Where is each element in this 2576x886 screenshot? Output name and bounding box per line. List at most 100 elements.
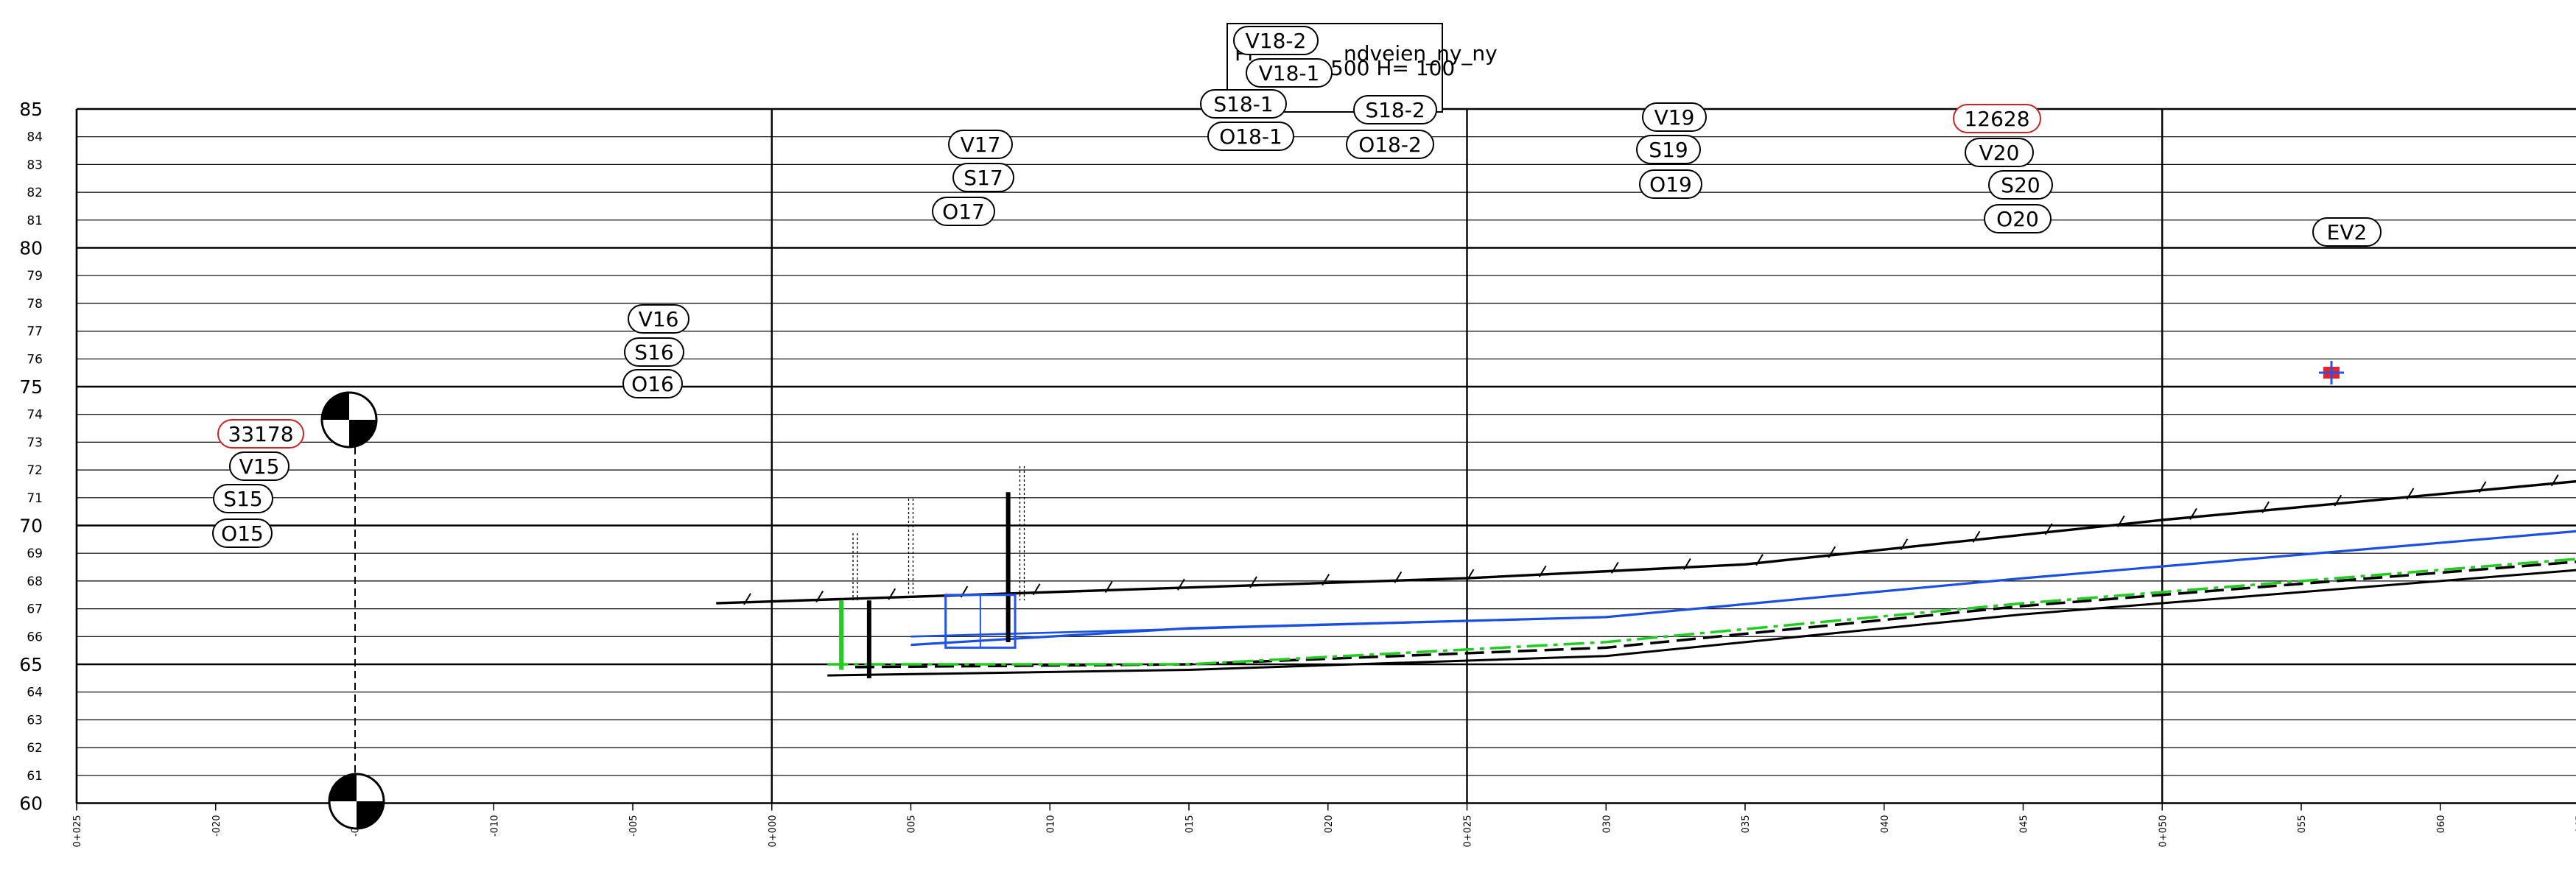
terrain-hatch-mark [2044, 523, 2053, 535]
elevation-label: 61 [27, 769, 43, 784]
terrain-hatch-mark [1394, 571, 1403, 583]
elevation-label: 80 [19, 238, 43, 259]
terrain-hatching [743, 474, 2559, 605]
elevation-label: 71 [27, 491, 43, 506]
callout-bubble [213, 484, 273, 513]
callout-bubble [1353, 95, 1437, 124]
elevation-label: 72 [27, 463, 43, 478]
callout-bubble [2312, 217, 2382, 247]
callout-label: S20 [2001, 173, 2040, 197]
invert-line-dashed [854, 560, 2576, 669]
terrain-hatch-mark [888, 588, 896, 600]
profile-grid [75, 108, 2576, 804]
chainage-label: 035 [1741, 815, 1752, 834]
callout-label: S19 [1649, 138, 1688, 162]
chainage-label: -005 [628, 815, 639, 837]
terrain-hatch-mark [2189, 507, 2197, 520]
callout-label: V15 [239, 454, 280, 479]
callout-label: O16 [631, 372, 674, 396]
terrain-hatch-mark [2334, 494, 2342, 507]
blue-manholes [944, 594, 1017, 649]
chainage-label: 0+025 [1463, 815, 1474, 848]
chainage-label: -020 [211, 815, 222, 837]
elevation-label: 84 [27, 130, 43, 145]
callout-label: V19 [1654, 105, 1695, 130]
callout-bubble [1246, 58, 1333, 88]
callout-bubble [217, 419, 304, 449]
elevation-label: 69 [27, 546, 43, 561]
terrain-hatch-mark [1828, 546, 1836, 558]
terrain-hatch-mark [1610, 561, 1619, 574]
elevation-label: 70 [19, 516, 43, 537]
callout-bubble [1988, 170, 2053, 200]
manhole-callouts: O15 S15 V15 33178 O16 S16 V16 O17 S17 V17 O18-1 S18… [212, 26, 2382, 601]
elevation-label: 78 [27, 297, 43, 312]
callout-bubble [1636, 135, 1701, 164]
sewer-pipe-line [827, 558, 2576, 666]
invert-line-solid [827, 569, 2576, 677]
terrain-hatch-mark [1538, 565, 1547, 577]
terrain-hatch-mark [1249, 576, 1257, 588]
callout-label: O20 [1996, 207, 2039, 231]
callout-label: EV2 [2327, 220, 2368, 245]
callout-bubble [1642, 102, 1707, 132]
elevation-label: 81 [27, 214, 43, 228]
terrain-hatch-mark [2478, 481, 2487, 493]
profile-title-name: ndveien_ny_ny [1344, 41, 1498, 66]
elevation-label: 76 [27, 352, 43, 367]
callout-label: O18-1 [1219, 124, 1282, 149]
profile-lines [716, 479, 2576, 677]
elevation-label: 79 [27, 269, 43, 284]
chainage-label: 015 [1185, 815, 1196, 834]
elevation-label: 66 [27, 630, 43, 644]
profile-title-scale: 500 H= 100 [1330, 56, 1455, 80]
callout-label: V17 [961, 133, 1001, 157]
terrain-hatch-mark [1900, 538, 1909, 551]
manhole-uprights [839, 492, 1011, 678]
callout-bubble [624, 337, 684, 367]
elevation-label: 85 [19, 99, 43, 120]
terrain-hatch-mark [1755, 554, 1763, 566]
terrain-hatch-mark [1466, 569, 1475, 581]
callout-label: O19 [1649, 172, 1692, 197]
chainage-label: 065 [2575, 815, 2576, 834]
callout-bubble [948, 130, 1013, 159]
elevation-label: 74 [27, 408, 43, 423]
callout-label: S18-2 [1365, 98, 1425, 122]
callout-bubble [212, 518, 273, 548]
callout-bubble [1200, 89, 1287, 119]
water-pipe-line-secondary [910, 616, 1607, 638]
elevation-label: 64 [27, 686, 43, 700]
chainage-label: 005 [907, 815, 918, 834]
terrain-hatch-mark [1683, 558, 1691, 570]
callout-label: 33178 [228, 422, 293, 446]
callout-bubble [1346, 130, 1434, 159]
terrain-hatch-mark [1972, 530, 1981, 543]
callout-label: S16 [634, 340, 673, 365]
water-pipe-line [910, 530, 2576, 647]
terrain-hatch-mark [2550, 474, 2559, 487]
elevation-label: 63 [27, 713, 43, 728]
callout-bubble [1233, 26, 1319, 55]
chainage-label: 055 [2297, 815, 2308, 834]
terrain-hatch-mark [2406, 488, 2415, 500]
hydrant-marker [2319, 361, 2344, 384]
elevation-label: 62 [27, 741, 43, 756]
terrain-hatch-mark [1032, 583, 1041, 596]
chainage-label: 045 [2019, 815, 2030, 834]
terrain-hatch-mark [1322, 574, 1330, 586]
terrain-line [716, 479, 2576, 605]
survey-marker-lower [328, 773, 385, 830]
callout-label: V18-1 [1259, 61, 1320, 85]
callout-label: S15 [223, 487, 262, 511]
callout-bubble [952, 163, 1014, 192]
elevation-axis: 85 84 83 82 81 80 79 78 77 76 75 74 73 72 71 70 69 68 67 66… [19, 99, 43, 815]
elevation-label: 82 [27, 186, 43, 200]
callout-label: O17 [942, 200, 985, 224]
chainage-label: 010 [1045, 815, 1056, 834]
callout-bubble [229, 451, 289, 481]
chainage-label: 030 [1601, 815, 1612, 834]
callout-label: V18-2 [1246, 29, 1307, 53]
chainage-axis: 0+025-020-015-010-0050+0000050100150200+… [72, 803, 2576, 848]
